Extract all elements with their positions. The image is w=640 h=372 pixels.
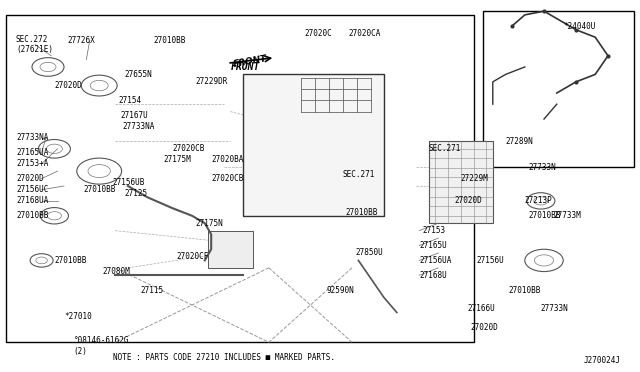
Text: SEC.271: SEC.271 xyxy=(342,170,375,179)
Bar xyxy=(483,11,634,167)
Text: 27010BB: 27010BB xyxy=(83,185,116,194)
Text: 27168U: 27168U xyxy=(419,271,447,280)
Text: 27168UA: 27168UA xyxy=(16,196,49,205)
FancyBboxPatch shape xyxy=(243,74,384,216)
Text: 27733N: 27733N xyxy=(541,304,568,313)
Text: 27020D: 27020D xyxy=(54,81,82,90)
Text: 27020BA: 27020BA xyxy=(211,155,244,164)
Text: 27020CB: 27020CB xyxy=(211,174,244,183)
Text: 27175M: 27175M xyxy=(163,155,191,164)
Text: °08146-6162G
(2): °08146-6162G (2) xyxy=(74,336,129,356)
Text: 27156UB: 27156UB xyxy=(112,178,145,187)
Text: 27020D: 27020D xyxy=(470,323,498,332)
Text: 27733M: 27733M xyxy=(554,211,581,220)
Text: 27850U: 27850U xyxy=(355,248,383,257)
Text: 27733N: 27733N xyxy=(528,163,556,172)
Text: 27167U: 27167U xyxy=(120,111,148,120)
Text: 27020D: 27020D xyxy=(16,174,44,183)
Text: FRONT: FRONT xyxy=(232,54,268,69)
Text: 27655N: 27655N xyxy=(125,70,152,79)
Text: 27020CF: 27020CF xyxy=(176,252,209,261)
Text: 27153: 27153 xyxy=(422,226,445,235)
Text: 27166U: 27166U xyxy=(467,304,495,313)
Text: 27115: 27115 xyxy=(141,286,164,295)
Text: FRONT: FRONT xyxy=(230,62,260,72)
Text: 27213P: 27213P xyxy=(525,196,552,205)
Text: 27020C: 27020C xyxy=(304,29,332,38)
Text: 27010BB: 27010BB xyxy=(54,256,87,265)
Text: 27229M: 27229M xyxy=(461,174,488,183)
Text: 27165U: 27165U xyxy=(419,241,447,250)
Text: 27156UA: 27156UA xyxy=(419,256,452,265)
Text: 27010BB: 27010BB xyxy=(509,286,541,295)
Text: *27010: *27010 xyxy=(64,312,92,321)
Text: NOTE : PARTS CODE 27210 INCLUDES ■ MARKED PARTS.: NOTE : PARTS CODE 27210 INCLUDES ■ MARKE… xyxy=(113,353,335,362)
Text: 27020CA: 27020CA xyxy=(349,29,381,38)
Bar xyxy=(6,15,474,342)
Text: 27020CB: 27020CB xyxy=(173,144,205,153)
Text: 27080M: 27080M xyxy=(102,267,130,276)
Text: J270024J: J270024J xyxy=(584,356,621,365)
Bar xyxy=(429,141,493,223)
Text: 27010BB: 27010BB xyxy=(528,211,561,220)
Text: 27154: 27154 xyxy=(118,96,141,105)
Text: 27020D: 27020D xyxy=(454,196,482,205)
Text: 27733NA: 27733NA xyxy=(16,133,49,142)
Text: 27153+A: 27153+A xyxy=(16,159,49,168)
Text: 27125: 27125 xyxy=(125,189,148,198)
Text: 27229DR: 27229DR xyxy=(195,77,228,86)
Text: 27156UC: 27156UC xyxy=(16,185,49,194)
Text: 27175N: 27175N xyxy=(195,219,223,228)
Text: 27165UA: 27165UA xyxy=(16,148,49,157)
Text: 27010BB: 27010BB xyxy=(154,36,186,45)
Text: SEC.271: SEC.271 xyxy=(429,144,461,153)
Bar xyxy=(208,231,253,268)
Text: 27289N: 27289N xyxy=(506,137,533,146)
Text: 27010BB: 27010BB xyxy=(16,211,49,220)
Text: 27726X: 27726X xyxy=(67,36,95,45)
Text: SEC.272
(27621E): SEC.272 (27621E) xyxy=(16,35,53,54)
Text: 27156U: 27156U xyxy=(477,256,504,265)
Text: 27733NA: 27733NA xyxy=(123,122,156,131)
Text: *24040U: *24040U xyxy=(563,22,596,31)
Text: 92590N: 92590N xyxy=(326,286,354,295)
Text: 27010BB: 27010BB xyxy=(346,208,378,217)
